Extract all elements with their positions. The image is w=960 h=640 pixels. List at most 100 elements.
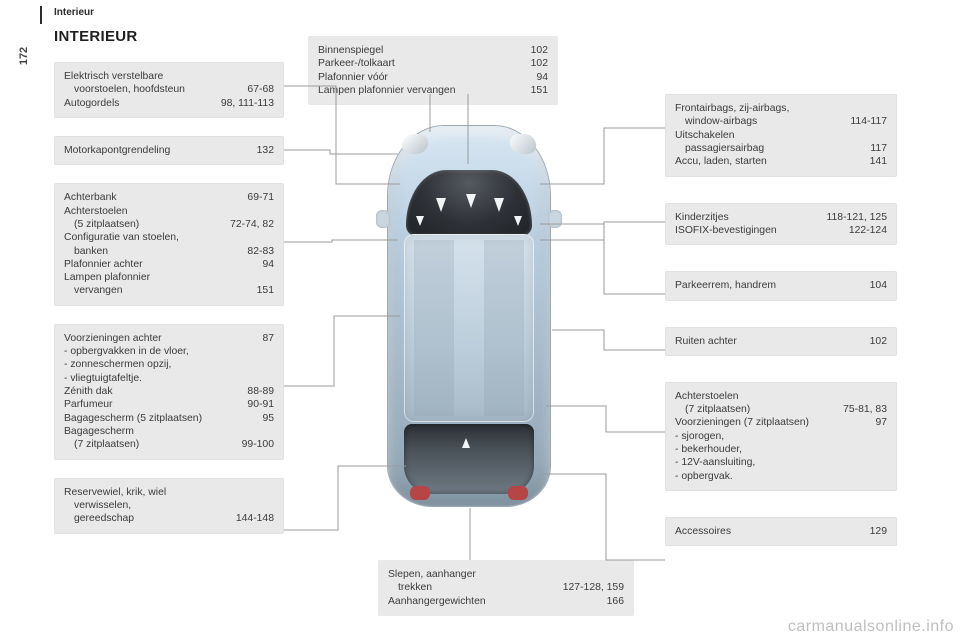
taillight-icon bbox=[508, 486, 528, 500]
callout-page: 151 bbox=[251, 284, 274, 297]
page-number-box: 172 bbox=[10, 36, 38, 76]
callout-label: gereedschap bbox=[64, 512, 230, 525]
callout-page: 151 bbox=[525, 84, 548, 97]
headlight-icon bbox=[401, 134, 430, 154]
mirror-icon bbox=[548, 210, 562, 228]
callout-label: Parkeerrem, handrem bbox=[675, 279, 864, 292]
trunk-icon bbox=[404, 424, 534, 494]
page-number: 172 bbox=[18, 47, 30, 65]
arrow-down-icon bbox=[436, 198, 446, 212]
callout-page: 102 bbox=[864, 335, 887, 348]
callout-label: Autogordels bbox=[64, 97, 215, 110]
callout-page: 122-124 bbox=[843, 224, 887, 237]
callout-label: Configuratie van stoelen, bbox=[64, 231, 274, 244]
arrow-down-icon bbox=[514, 216, 522, 226]
callout-page: 87 bbox=[256, 332, 274, 345]
callout-box-top: Binnenspiegel102 Parkeer-/tolkaart102 Pl… bbox=[308, 36, 558, 105]
callout-bullet: opbergvak. bbox=[675, 470, 887, 483]
callout-bullet: 12V-aansluiting, bbox=[675, 456, 887, 469]
callout-page: 127-128, 159 bbox=[557, 581, 624, 594]
callout-box: Parkeerrem, handrem104 bbox=[665, 271, 897, 300]
callout-label: Ruiten achter bbox=[675, 335, 864, 348]
callout-label: Lampen plafonnier vervangen bbox=[318, 84, 525, 97]
callout-label: (5 zitplaatsen) bbox=[64, 218, 224, 231]
callout-label: Kinderzitjes bbox=[675, 211, 821, 224]
callout-label: Voorzieningen achter bbox=[64, 332, 256, 345]
callout-label: Plafonnier vóór bbox=[318, 71, 530, 84]
callout-label: Plafonnier achter bbox=[64, 258, 256, 271]
callout-label: Parkeer-/tolkaart bbox=[318, 57, 525, 70]
callout-label: Binnenspiegel bbox=[318, 44, 525, 57]
callout-box: Reservewiel, krik, wiel verwisselen, ger… bbox=[54, 478, 284, 534]
callout-page: 88-89 bbox=[241, 385, 274, 398]
callout-label: Lampen plafonnier bbox=[64, 271, 274, 284]
callout-box: Accessoires129 bbox=[665, 517, 897, 546]
right-column: Frontairbags, zij-airbags, window-airbag… bbox=[665, 94, 897, 558]
callout-label: passagiersairbag bbox=[675, 142, 864, 155]
callout-label: Uitschakelen bbox=[675, 129, 887, 142]
callout-page: 72-74, 82 bbox=[224, 218, 274, 231]
windshield-icon bbox=[406, 170, 532, 236]
callout-box: Achterbank69-71 Achterstoelen (5 zitplaa… bbox=[54, 183, 284, 306]
top-strip bbox=[0, 0, 960, 22]
callout-page: 98, 111-113 bbox=[215, 97, 274, 110]
mirror-icon bbox=[376, 210, 390, 228]
arrow-down-icon bbox=[466, 194, 476, 208]
callout-bullet: sjorogen, bbox=[675, 430, 887, 443]
callout-bullet: zonneschermen opzij, bbox=[64, 358, 274, 371]
callout-page: 94 bbox=[530, 71, 548, 84]
callout-label: Zénith dak bbox=[64, 385, 241, 398]
callout-page: 75-81, 83 bbox=[837, 403, 887, 416]
callout-label: Frontairbags, zij-airbags, bbox=[675, 102, 887, 115]
callout-label: (7 zitplaatsen) bbox=[675, 403, 837, 416]
callout-label: Voorzieningen (7 zitplaatsen) bbox=[675, 416, 869, 429]
car-diagram bbox=[388, 126, 550, 506]
callout-label: Bagagescherm (5 zitplaatsen) bbox=[64, 412, 256, 425]
callout-page: 132 bbox=[251, 144, 274, 157]
callout-box: Kinderzitjes118-121, 125 ISOFIX-bevestig… bbox=[665, 203, 897, 246]
callout-page: 82-83 bbox=[241, 245, 274, 258]
taillight-icon bbox=[410, 486, 430, 500]
left-column: Elektrisch verstelbare voorstoelen, hoof… bbox=[54, 62, 284, 546]
callout-bullet: bekerhouder, bbox=[675, 443, 887, 456]
callout-bullet: vliegtuigtafeltje. bbox=[64, 372, 274, 385]
callout-page: 94 bbox=[256, 258, 274, 271]
callout-label: Accu, laden, starten bbox=[675, 155, 864, 168]
callout-label: Achterbank bbox=[64, 191, 241, 204]
callout-label: Parfumeur bbox=[64, 398, 241, 411]
callout-label: Achterstoelen bbox=[675, 390, 887, 403]
callout-box: Elektrisch verstelbare voorstoelen, hoof… bbox=[54, 62, 284, 118]
roof-icon bbox=[404, 234, 534, 422]
callout-page: 90-91 bbox=[241, 398, 274, 411]
callout-label: Aanhangergewichten bbox=[388, 595, 601, 608]
callout-page: 144-148 bbox=[230, 512, 274, 525]
callout-page: 95 bbox=[256, 412, 274, 425]
callout-page: 118-121, 125 bbox=[821, 211, 887, 224]
callout-bullet: opbergvakken in de vloer, bbox=[64, 345, 274, 358]
callout-box: Achterstoelen (7 zitplaatsen)75-81, 83 V… bbox=[665, 382, 897, 491]
callout-label: Elektrisch verstelbare bbox=[64, 70, 274, 83]
callout-box: Motorkapontgrendeling132 bbox=[54, 136, 284, 165]
arrow-down-icon bbox=[494, 198, 504, 212]
callout-label: ISOFIX-bevestigingen bbox=[675, 224, 843, 237]
callout-label: trekken bbox=[388, 581, 557, 594]
binder-tick bbox=[40, 6, 42, 24]
callout-page: 104 bbox=[864, 279, 887, 292]
callout-page: 141 bbox=[864, 155, 887, 168]
callout-label: banken bbox=[64, 245, 241, 258]
arrow-down-icon bbox=[416, 216, 424, 226]
callout-page: 97 bbox=[869, 416, 887, 429]
callout-page: 166 bbox=[601, 595, 624, 608]
callout-label: Reservewiel, krik, wiel bbox=[64, 486, 274, 499]
callout-label: vervangen bbox=[64, 284, 251, 297]
section-crumb: Interieur bbox=[54, 7, 94, 18]
callout-page: 117 bbox=[864, 142, 887, 155]
arrow-up-icon bbox=[462, 438, 470, 448]
callout-page: 102 bbox=[525, 57, 548, 70]
callout-box: Ruiten achter102 bbox=[665, 327, 897, 356]
callout-box: Voorzieningen achter87 opbergvakken in d… bbox=[54, 324, 284, 460]
callout-label: verwisselen, bbox=[64, 499, 274, 512]
callout-label: Bagagescherm bbox=[64, 425, 274, 438]
callout-label: voorstoelen, hoofdsteun bbox=[64, 83, 241, 96]
callout-page: 102 bbox=[525, 44, 548, 57]
